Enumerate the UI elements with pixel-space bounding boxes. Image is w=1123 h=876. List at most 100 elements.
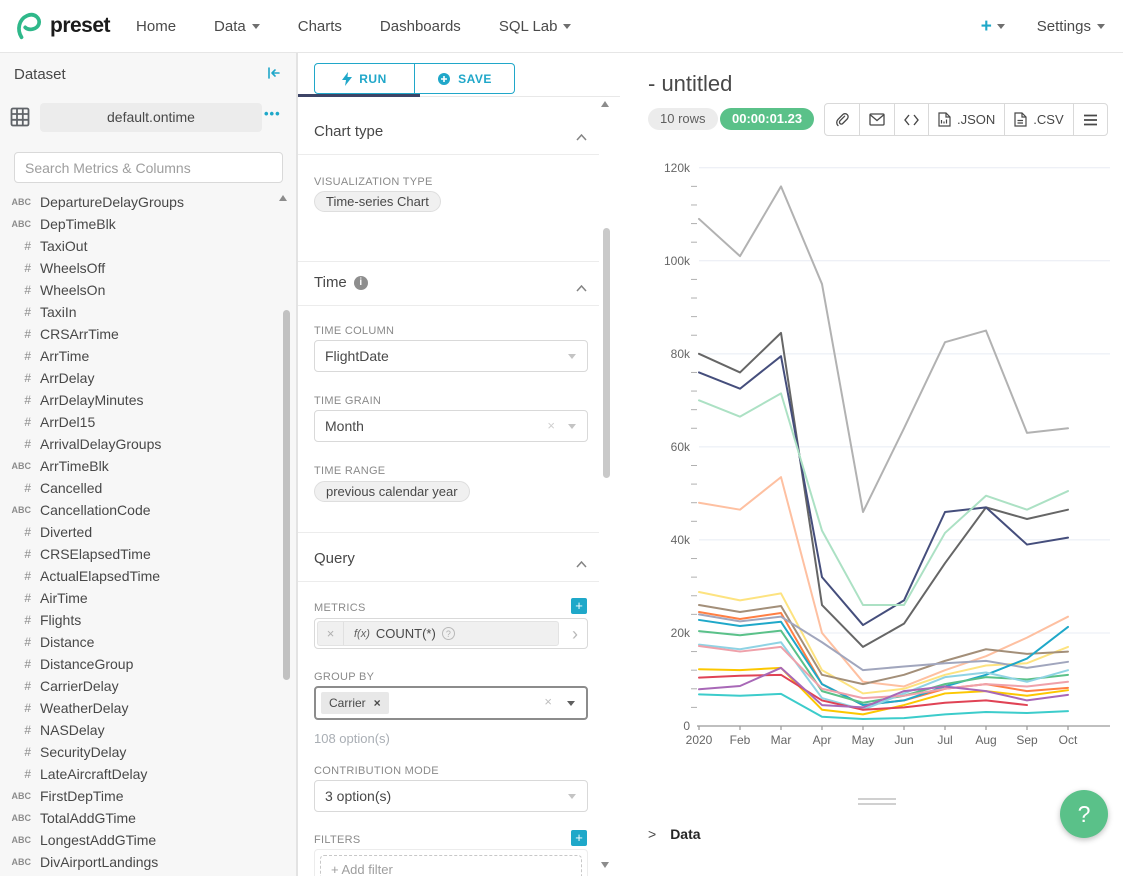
dataset-column[interactable]: # Flights	[0, 609, 279, 631]
dataset-column[interactable]: # ArrDelay	[0, 367, 279, 389]
email-button[interactable]	[859, 104, 894, 135]
export-json-button[interactable]: .JSON	[928, 104, 1004, 135]
dataset-column[interactable]: ABC ArrTimeBlk	[0, 455, 279, 477]
settings-menu[interactable]: Settings	[1037, 18, 1105, 35]
numeric-type-icon: #	[24, 679, 31, 693]
scroll-up-arrow[interactable]	[601, 101, 609, 107]
panel-resize-handle[interactable]	[858, 798, 896, 808]
dataset-column[interactable]: # CRSElapsedTime	[0, 543, 279, 565]
section-time[interactable]: Time	[314, 274, 368, 291]
svg-text:Apr: Apr	[813, 733, 832, 747]
text-type-icon: ABC	[11, 813, 32, 823]
column-name: FirstDepTime	[40, 788, 124, 804]
dataset-column[interactable]: # SecurityDelay	[0, 741, 279, 763]
preset-logo[interactable]: preset	[14, 11, 111, 41]
chart-menu-button[interactable]	[1072, 104, 1107, 135]
group-by-select[interactable]: Carrier	[314, 686, 588, 720]
numeric-type-icon: #	[24, 437, 31, 451]
section-query[interactable]: Query	[314, 550, 355, 567]
nav-item-data[interactable]: Data	[214, 18, 260, 35]
chevron-right-icon[interactable]	[572, 625, 578, 644]
contribution-mode-select[interactable]: 3 option(s)	[314, 780, 588, 812]
column-name: Cancelled	[40, 480, 103, 496]
dataset-column[interactable]: ABC LongestAddGTime	[0, 829, 279, 851]
dataset-column[interactable]: # LateAircraftDelay	[0, 763, 279, 785]
link-icon	[836, 112, 849, 126]
save-button[interactable]: SAVE	[415, 63, 515, 94]
dataset-column[interactable]: # CarrierDelay	[0, 675, 279, 697]
remove-metric-icon[interactable]	[318, 622, 344, 645]
dataset-column[interactable]: # Distance	[0, 631, 279, 653]
chart-series-series-12	[698, 641, 1069, 711]
dataset-column[interactable]: ABC CancellationCode	[0, 499, 279, 521]
share-link-button[interactable]	[825, 104, 859, 135]
chevron-up-icon[interactable]	[576, 279, 587, 297]
dataset-column[interactable]: ABC DepartureDelayGroups	[0, 191, 279, 213]
chevron-up-icon[interactable]	[576, 128, 587, 146]
time-grain-select[interactable]: Month	[314, 410, 588, 442]
export-csv-button[interactable]: .CSV	[1004, 104, 1072, 135]
remove-tag-icon[interactable]	[374, 692, 381, 714]
dataset-column[interactable]: # TaxiOut	[0, 235, 279, 257]
viz-type-value[interactable]: Time-series Chart	[314, 191, 441, 212]
dataset-column[interactable]: # WheelsOn	[0, 279, 279, 301]
divider	[298, 305, 599, 306]
nav-item-dashboards[interactable]: Dashboards	[379, 17, 461, 35]
chart-series-series-15	[698, 673, 1028, 711]
section-chart-type[interactable]: Chart type	[314, 123, 384, 140]
numeric-type-icon: #	[24, 745, 31, 759]
chevron-down-icon	[568, 424, 576, 429]
plus-icon: +	[331, 862, 342, 876]
scrollbar-thumb[interactable]	[283, 310, 290, 680]
dataset-column[interactable]: ABC TotalAddGTime	[0, 807, 279, 829]
column-name: WheelsOff	[40, 260, 106, 276]
add-new-button[interactable]: +	[981, 17, 1005, 36]
dataset-more-icon[interactable]	[264, 106, 281, 121]
dataset-column[interactable]: # AirTime	[0, 587, 279, 609]
nav-item-sql-lab[interactable]: SQL Lab	[499, 18, 572, 35]
scroll-down-arrow[interactable]	[601, 862, 609, 868]
dataset-column[interactable]: ABC FirstDepTime	[0, 785, 279, 807]
chevron-up-icon[interactable]	[576, 555, 587, 573]
dataset-name[interactable]: default.ontime	[40, 103, 262, 132]
scrollbar-thumb[interactable]	[603, 228, 610, 478]
column-name: Distance	[40, 634, 95, 650]
dataset-column[interactable]: # ArrDel15	[0, 411, 279, 433]
add-filter-button[interactable]	[571, 830, 587, 846]
help-button[interactable]: ?	[1060, 790, 1108, 838]
dataset-column[interactable]: ABC DepTimeBlk	[0, 213, 279, 235]
clear-icon[interactable]	[544, 694, 552, 709]
dataset-column[interactable]: # TaxiIn	[0, 301, 279, 323]
data-section-toggle[interactable]: Data	[648, 826, 700, 842]
svg-text:0: 0	[683, 719, 690, 733]
run-button[interactable]: RUN	[314, 63, 415, 94]
dataset-column[interactable]: # CRSArrTime	[0, 323, 279, 345]
dataset-column[interactable]: # WheelsOff	[0, 257, 279, 279]
dataset-column[interactable]: # ActualElapsedTime	[0, 565, 279, 587]
time-range-label: TIME RANGE	[314, 465, 386, 477]
nav-item-home[interactable]: Home	[136, 17, 177, 35]
time-range-value[interactable]: previous calendar year	[314, 481, 470, 502]
dataset-column[interactable]: # ArrTime	[0, 345, 279, 367]
chart-title[interactable]: - untitled	[648, 71, 733, 96]
chart-series-series-04	[698, 392, 1069, 607]
embed-code-button[interactable]	[894, 104, 928, 135]
metric-pill[interactable]: f(x) COUNT(*)	[317, 621, 559, 646]
collapse-panel-icon[interactable]	[266, 65, 282, 86]
clear-icon[interactable]	[547, 411, 555, 441]
dataset-column[interactable]: # ArrivalDelayGroups	[0, 433, 279, 455]
add-filter-dropzone[interactable]: + Add filter	[320, 855, 582, 876]
numeric-type-icon: #	[24, 349, 31, 363]
dataset-column[interactable]: # Diverted	[0, 521, 279, 543]
scroll-up-arrow[interactable]	[279, 195, 287, 201]
dataset-column[interactable]: # NASDelay	[0, 719, 279, 741]
dataset-column[interactable]: # DistanceGroup	[0, 653, 279, 675]
dataset-column[interactable]: # WeatherDelay	[0, 697, 279, 719]
time-column-select[interactable]: FlightDate	[314, 340, 588, 372]
search-input[interactable]	[14, 152, 283, 183]
add-metric-button[interactable]	[571, 598, 587, 614]
nav-item-charts[interactable]: Charts	[297, 17, 342, 35]
dataset-column[interactable]: ABC DivAirportLandings	[0, 851, 279, 873]
dataset-column[interactable]: # ArrDelayMinutes	[0, 389, 279, 411]
dataset-column[interactable]: # Cancelled	[0, 477, 279, 499]
